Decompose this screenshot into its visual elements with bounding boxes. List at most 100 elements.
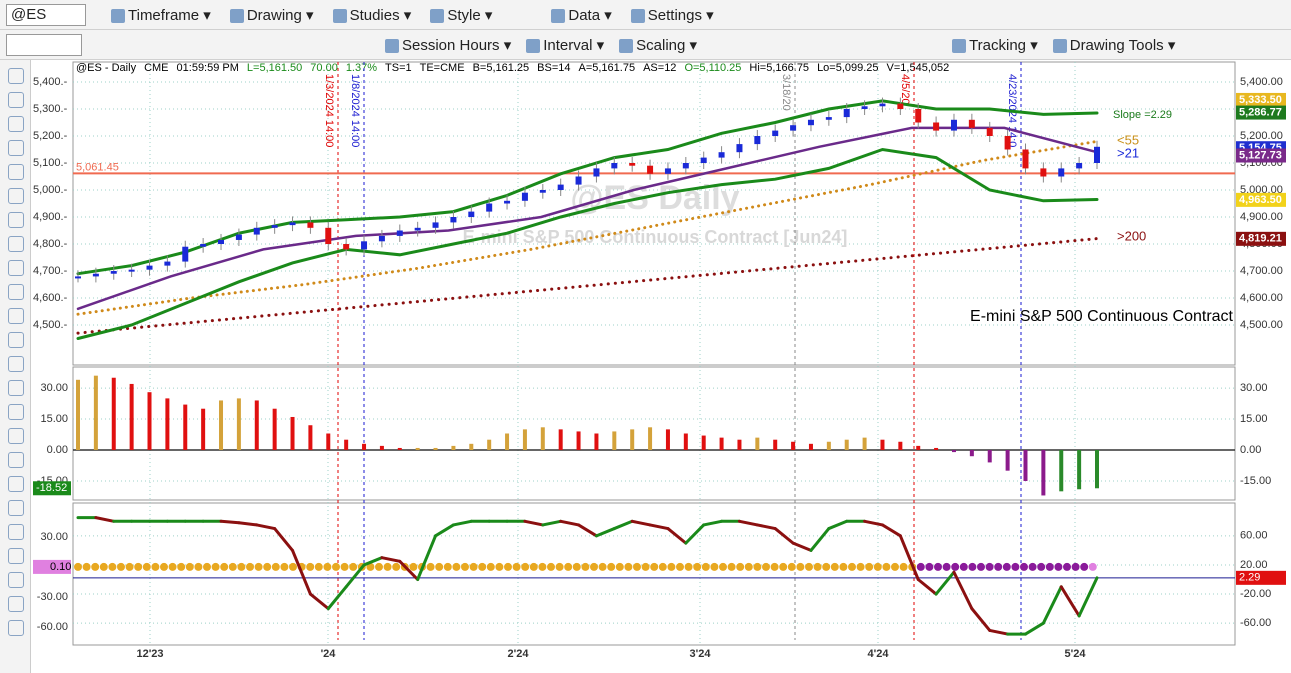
signal-dot (1028, 562, 1037, 571)
header-item: A=5,161.75 (579, 62, 636, 74)
menu-button[interactable]: Data ▾ (548, 6, 612, 24)
y-tick-label: 20.00 (1240, 559, 1268, 571)
candle (218, 239, 225, 245)
candle (915, 108, 922, 123)
tool-icon[interactable] (8, 356, 24, 372)
y-tick-label: -60.00 (1240, 617, 1271, 629)
oscillator-segment (94, 516, 116, 523)
candle (700, 157, 707, 163)
tool-icon[interactable] (8, 596, 24, 612)
session-label: 1/8/2024 14:00 (349, 74, 361, 147)
tool-icon[interactable] (8, 92, 24, 108)
menu-button[interactable]: Timeframe ▾ (108, 6, 211, 24)
oscillator-segment (684, 523, 706, 545)
signal-dot (99, 562, 108, 571)
signal-dot (882, 562, 891, 571)
menu-button[interactable]: Style ▾ (427, 6, 492, 24)
histogram-bar (934, 447, 939, 451)
signal-dot (392, 562, 401, 571)
candle (718, 152, 725, 158)
left-badge (33, 559, 71, 574)
histogram-bar (808, 443, 813, 451)
signal-dot (701, 562, 710, 571)
osc-badge-label: 2.29 (1239, 572, 1260, 584)
histogram-bar (219, 400, 224, 451)
tool-icon[interactable] (8, 524, 24, 540)
menu-button[interactable]: Tracking ▾ (949, 36, 1038, 54)
histogram-bar (487, 439, 492, 451)
signal-dot (624, 562, 633, 571)
oscillator-segment (630, 519, 652, 527)
signal-dot (91, 562, 100, 571)
signal-dot (615, 562, 624, 571)
tool-icon[interactable] (8, 68, 24, 84)
menu-button[interactable]: Scaling ▾ (616, 36, 697, 54)
menu-label: Drawing (246, 6, 302, 24)
tool-sidebar (0, 60, 31, 673)
signal-dot (658, 562, 667, 571)
histogram-bar (183, 404, 188, 451)
tool-icon[interactable] (8, 452, 24, 468)
ma-label: <55 (1117, 132, 1139, 147)
menu-button[interactable]: Studies ▾ (330, 6, 411, 24)
ma-label: >21 (1117, 145, 1139, 160)
histogram-bar (1077, 450, 1082, 490)
tool-icon[interactable] (8, 380, 24, 396)
candle (164, 261, 171, 266)
tool-icon[interactable] (8, 620, 24, 636)
candle (432, 222, 439, 228)
y-tick-label: 60.00 (1240, 530, 1268, 542)
candle (307, 222, 314, 228)
tool-icon[interactable] (8, 476, 24, 492)
slope-label: Slope =2.29 (1113, 109, 1172, 121)
candle (611, 163, 618, 169)
tool-icon[interactable] (8, 404, 24, 420)
menu-button[interactable]: Drawing ▾ (227, 6, 314, 24)
candle (1058, 168, 1065, 177)
candle (182, 246, 189, 262)
menu-button[interactable]: Interval ▾ (523, 36, 604, 54)
signal-dot (211, 562, 220, 571)
oscillator-segment (451, 519, 473, 527)
signal-dot (641, 562, 650, 571)
tool-icon[interactable] (8, 116, 24, 132)
combo-box[interactable] (6, 33, 82, 56)
icon (332, 8, 347, 23)
signal-dot (512, 562, 521, 571)
signal-dot (744, 562, 753, 571)
candle (253, 227, 260, 235)
oscillator-segment (702, 519, 724, 527)
icon (430, 8, 445, 23)
candle (647, 165, 654, 174)
tool-icon[interactable] (8, 548, 24, 564)
menu-label: Studies (349, 6, 400, 24)
signal-dot (873, 562, 882, 571)
lower-band (76, 147, 1099, 340)
tool-icon[interactable] (8, 260, 24, 276)
candle (414, 227, 421, 231)
signal-dot (306, 562, 315, 571)
tool-icon[interactable] (8, 188, 24, 204)
tool-icon[interactable] (8, 428, 24, 444)
tool-icon[interactable] (8, 500, 24, 516)
candle (843, 108, 850, 118)
tool-icon[interactable] (8, 284, 24, 300)
menu-label: Interval (543, 36, 593, 54)
candle (378, 235, 385, 242)
tool-icon[interactable] (8, 164, 24, 180)
tool-icon[interactable] (8, 308, 24, 324)
signal-dot (719, 562, 727, 571)
symbol-box[interactable]: @ES (6, 3, 86, 26)
tool-icon[interactable] (8, 572, 24, 588)
tool-icon[interactable] (8, 212, 24, 228)
tool-icon[interactable] (8, 236, 24, 252)
header-item: O=5,110.25 (684, 62, 741, 74)
menu-button[interactable]: Drawing Tools ▾ (1050, 36, 1175, 54)
menu-button[interactable]: Session Hours ▾ (382, 36, 511, 54)
candle (468, 211, 475, 218)
icon (952, 38, 967, 53)
tool-icon[interactable] (8, 332, 24, 348)
tool-icon[interactable] (8, 140, 24, 156)
menu-button[interactable]: Settings ▾ (628, 6, 714, 24)
candle (1040, 168, 1047, 177)
